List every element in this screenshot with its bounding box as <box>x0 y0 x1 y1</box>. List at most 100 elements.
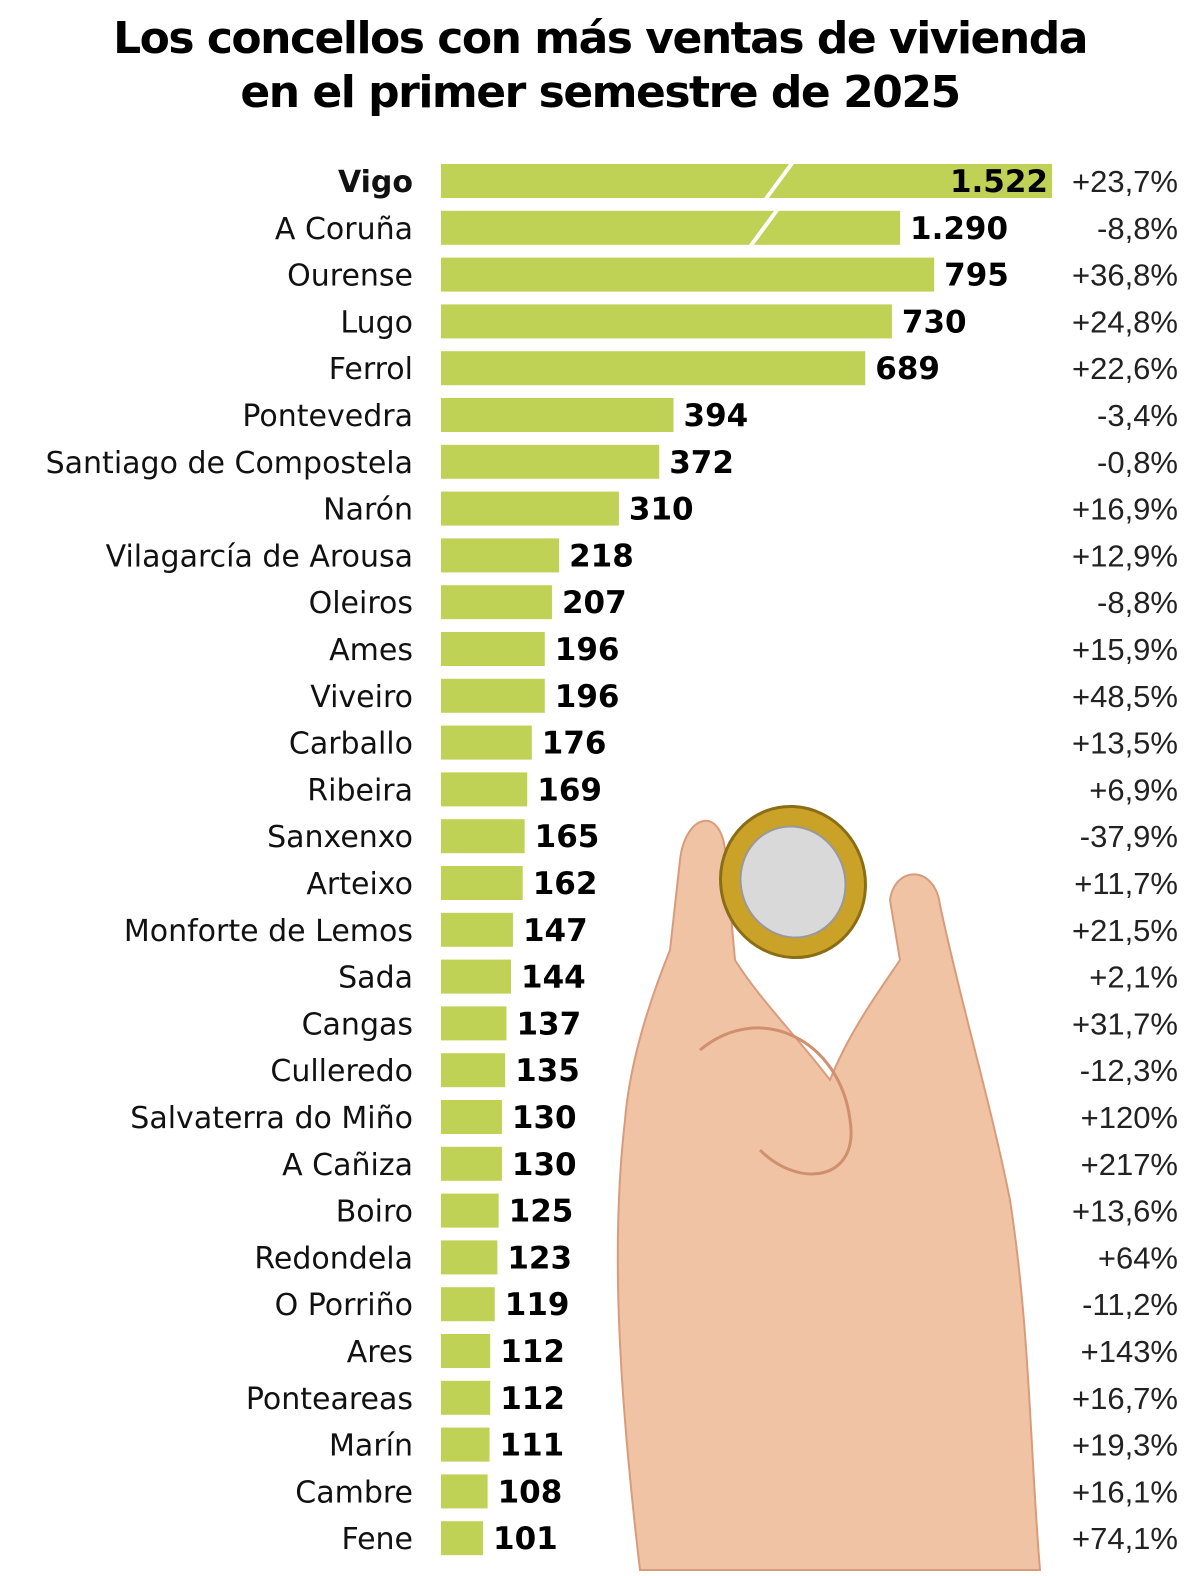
value-label: 101 <box>493 1521 558 1557</box>
bar <box>441 1334 491 1368</box>
value-label: 207 <box>562 585 627 621</box>
bar <box>441 1146 502 1181</box>
value-label: 130 <box>512 1147 577 1183</box>
title-line-2: en el primer semestre de 2025 <box>240 67 961 118</box>
bar <box>441 725 532 760</box>
category-label: Oleiros <box>309 586 413 621</box>
change-label: +12,9% <box>1072 538 1178 573</box>
category-label: Viveiro <box>310 680 413 715</box>
change-label: +64% <box>1098 1240 1178 1275</box>
category-label: Ponteareas <box>246 1382 413 1417</box>
value-label: 196 <box>555 632 620 668</box>
change-label: +13,6% <box>1072 1194 1178 1229</box>
bar <box>441 1240 498 1275</box>
value-label: 1.290 <box>910 211 1008 247</box>
bar <box>441 491 619 526</box>
title-line-1: Los concellos con más ventas de vivienda <box>113 13 1088 64</box>
bar <box>441 912 513 947</box>
category-label: Pontevedra <box>242 399 413 434</box>
value-label: 372 <box>669 445 734 481</box>
hand-holding-coin-illustration <box>616 804 1042 1571</box>
bar <box>441 538 560 573</box>
bar <box>441 1006 507 1041</box>
bar-rows: Vigo 1.522 +23,7% A Coruña 1.290 -8,8% Ourense… <box>46 160 1178 1557</box>
change-label: +13,5% <box>1072 726 1178 761</box>
value-label: 130 <box>512 1100 577 1136</box>
euro-coin-center <box>739 825 847 939</box>
change-label: +23,7% <box>1072 164 1178 199</box>
value-label: 111 <box>500 1428 565 1464</box>
category-label: Sanxenxo <box>267 820 413 855</box>
category-label: Carballo <box>289 727 413 762</box>
change-label: +6,9% <box>1089 772 1178 807</box>
value-label: 165 <box>535 819 600 855</box>
value-label: 123 <box>507 1240 572 1276</box>
change-label: +120% <box>1081 1100 1178 1135</box>
change-label: +21,5% <box>1072 913 1178 948</box>
value-label: 795 <box>944 258 1009 294</box>
change-label: +74,1% <box>1072 1521 1178 1556</box>
category-label: Ares <box>347 1335 413 1370</box>
axis-break-mark <box>748 207 780 248</box>
value-label: 137 <box>516 1006 581 1042</box>
change-label: +16,1% <box>1072 1474 1178 1509</box>
change-label: -11,2% <box>1082 1287 1178 1322</box>
chart-title: Los concellos con más ventas de vivienda… <box>0 12 1200 120</box>
bar <box>441 632 545 666</box>
category-label: Culleredo <box>270 1054 413 1089</box>
value-label: 135 <box>515 1053 580 1089</box>
value-label: 147 <box>523 913 588 949</box>
category-label: Ourense <box>287 259 413 294</box>
value-label: 144 <box>521 960 586 996</box>
category-label: Lugo <box>340 305 413 340</box>
bar <box>441 398 674 432</box>
category-label: Fene <box>341 1522 413 1557</box>
bar <box>441 585 552 620</box>
change-label: -8,8% <box>1097 211 1178 246</box>
change-label: -12,3% <box>1080 1053 1178 1088</box>
change-label: +15,9% <box>1072 632 1178 667</box>
category-label: Ferrol <box>329 352 413 387</box>
category-label: Ames <box>329 633 413 668</box>
value-label: 196 <box>555 679 620 715</box>
change-label: -8,8% <box>1097 585 1178 620</box>
category-label: A Coruña <box>275 212 413 247</box>
value-label: 176 <box>542 726 607 762</box>
change-label: -37,9% <box>1080 819 1178 854</box>
bar <box>441 257 935 292</box>
bar <box>441 304 892 339</box>
category-label: Arteixo <box>306 867 413 902</box>
category-label: Ribeira <box>307 773 413 808</box>
change-label: +24,8% <box>1072 304 1178 339</box>
value-label: 218 <box>569 538 634 574</box>
bar <box>441 210 900 245</box>
value-label: 730 <box>902 304 967 340</box>
change-label: +48,5% <box>1072 679 1178 714</box>
value-label: 310 <box>629 492 694 528</box>
change-label: +2,1% <box>1089 960 1178 995</box>
category-label: Narón <box>323 493 413 528</box>
category-label: Redondela <box>254 1241 413 1276</box>
change-label: +143% <box>1081 1334 1178 1369</box>
bar <box>441 819 525 854</box>
change-label: +11,7% <box>1074 866 1178 901</box>
change-label: +22,6% <box>1072 351 1178 386</box>
bar <box>441 1287 495 1322</box>
bar <box>441 678 545 713</box>
bar <box>441 959 511 994</box>
category-label: Cangas <box>302 1007 413 1042</box>
hand-icon <box>616 819 1042 1571</box>
change-label: +16,7% <box>1072 1381 1178 1416</box>
bar <box>441 1474 488 1509</box>
finger-crease <box>699 1026 853 1176</box>
value-label: 169 <box>537 772 602 808</box>
bar <box>441 1100 502 1134</box>
category-label: Santiago de Compostela <box>46 446 413 481</box>
change-label: +31,7% <box>1072 1006 1178 1041</box>
change-label: +217% <box>1081 1147 1178 1182</box>
value-label: 394 <box>684 398 749 434</box>
change-label: +19,3% <box>1072 1428 1178 1463</box>
category-label: Marín <box>329 1429 413 1464</box>
bar <box>441 351 866 386</box>
